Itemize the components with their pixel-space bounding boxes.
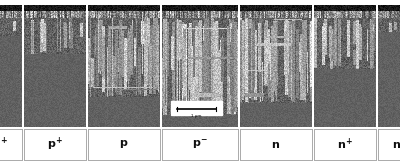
Text: $\mathbf{n^{++}}$: $\mathbf{n^{++}}$ [392,137,400,152]
Text: $\mathbf{p^{-}}$: $\mathbf{p^{-}}$ [192,138,208,151]
Text: $\mathbf{p^{++}}$: $\mathbf{p^{++}}$ [0,136,8,153]
Text: $\mathbf{p}$: $\mathbf{p}$ [119,139,129,150]
Text: 1 μm: 1 μm [191,114,202,118]
Text: $\mathbf{p^{+}}$: $\mathbf{p^{+}}$ [47,136,63,153]
Text: $\mathbf{n^{+}}$: $\mathbf{n^{+}}$ [337,137,353,152]
Text: $\mathbf{n}$: $\mathbf{n}$ [272,139,280,150]
Bar [171,101,222,115]
